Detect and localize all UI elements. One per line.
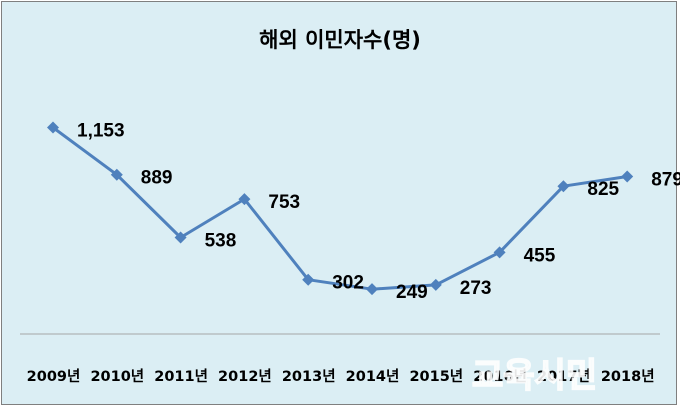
data-point-marker — [302, 273, 315, 286]
data-label: 538 — [205, 231, 237, 252]
data-label: 249 — [396, 282, 428, 303]
data-point-marker — [621, 170, 634, 183]
data-point-marker — [47, 121, 59, 134]
chart-title: 해외 이민자수(명) — [259, 28, 421, 52]
data-label: 879 — [651, 170, 680, 191]
data-point-marker — [238, 193, 251, 206]
x-tick-layer: 2009년 2010년 2011년 2012년 2013년 2014년 2015년 2016년… — [27, 368, 655, 385]
data-label: 889 — [141, 168, 173, 189]
data-point-marker — [557, 180, 570, 193]
x-tick-label: 2016년 — [473, 368, 527, 385]
data-label: 1,153 — [77, 121, 125, 142]
data-label: 273 — [460, 278, 492, 299]
data-label: 455 — [524, 245, 556, 266]
data-point-marker — [110, 168, 123, 181]
x-tick-label: 2009년 — [27, 368, 81, 385]
x-tick-label: 2017년 — [537, 368, 591, 385]
x-tick-label: 2013년 — [282, 368, 336, 385]
data-point-marker — [366, 283, 378, 296]
x-tick-label: 2018년 — [601, 368, 655, 385]
x-tick-label: 2010년 — [90, 368, 144, 385]
series-layer — [47, 121, 634, 296]
x-tick-label: 2012년 — [218, 368, 272, 385]
data-point-marker — [174, 231, 187, 244]
x-tick-label: 2011년 — [154, 368, 208, 385]
data-label-layer: 1,153 889 538 753 302 249 273 455 825 879 — [77, 121, 680, 304]
data-label: 302 — [332, 273, 364, 294]
data-label: 825 — [587, 179, 619, 200]
data-point-marker — [493, 246, 506, 259]
data-point-marker — [429, 278, 442, 291]
x-tick-label: 2014년 — [346, 368, 400, 385]
watermark: 교육시민 — [472, 356, 597, 396]
x-tick-label: 2015년 — [409, 368, 463, 385]
series-line — [52, 126, 628, 291]
data-label: 753 — [268, 192, 300, 213]
